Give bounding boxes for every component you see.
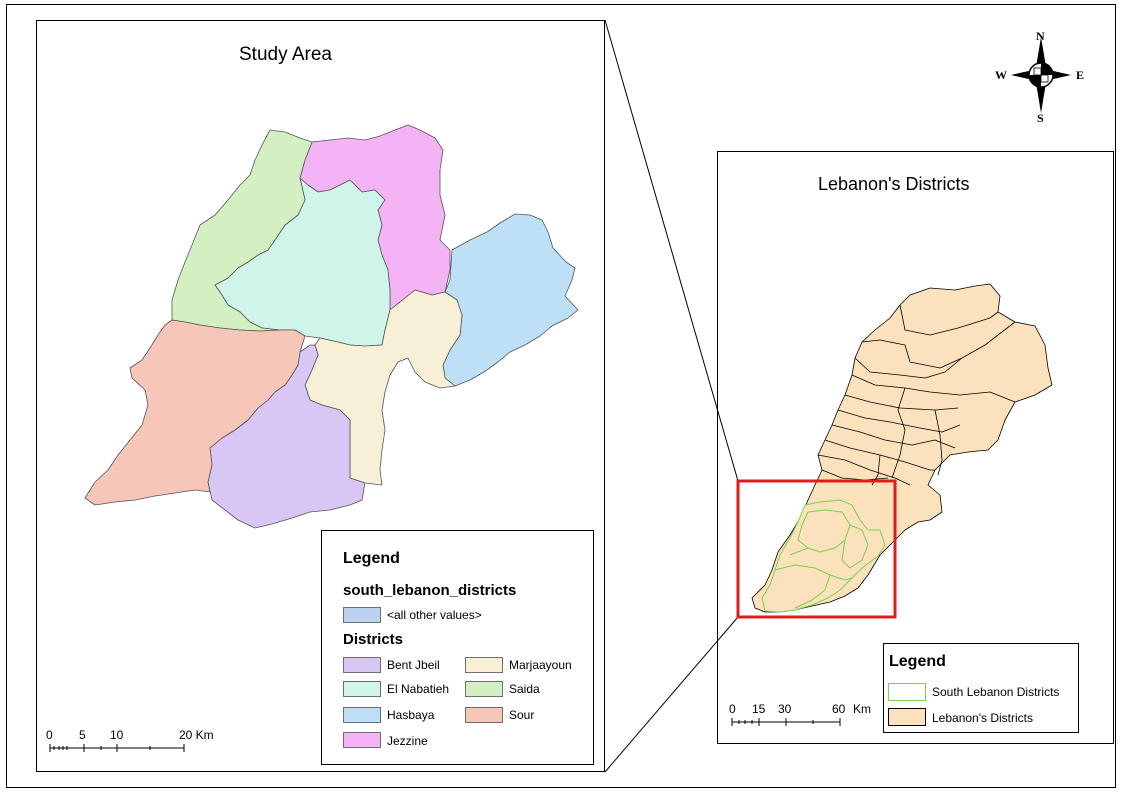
compass-n: N — [1036, 29, 1045, 43]
district-sour — [84, 319, 306, 506]
lebanon-scale-0: 0 — [729, 702, 736, 716]
swatch-sour — [465, 707, 503, 723]
study-legend-layer: south_lebanon_districts — [343, 582, 517, 599]
label-saida: Saida — [509, 682, 540, 696]
connector-line-bottom — [604, 616, 739, 773]
swatch-marjaayoun — [465, 657, 503, 673]
study-legend-title: Legend — [343, 550, 400, 567]
lebanon-district-lines — [817, 304, 1016, 486]
label-south-lebanon-districts: South Lebanon Districts — [932, 685, 1060, 699]
study-area-title: Study Area — [239, 44, 332, 65]
study-legend-field: Districts — [343, 631, 404, 648]
label-marjaayoun: Marjaayoun — [509, 658, 572, 672]
label-sour: Sour — [509, 708, 535, 722]
swatch-other-values — [343, 607, 381, 623]
compass-w: W — [995, 68, 1007, 82]
swatch-el-nabatieh — [343, 681, 381, 697]
swatch-hasbaya — [343, 707, 381, 723]
study-area-legend: Legend south_lebanon_districts <all othe… — [321, 530, 594, 765]
lebanon-title: Lebanon's Districts — [818, 174, 970, 194]
lebanon-frame — [717, 151, 1114, 744]
study-area-frame — [36, 20, 605, 772]
connector-line-top — [604, 19, 739, 482]
swatch-lebanons-districts — [888, 708, 926, 726]
lebanon-legend-title: Legend — [889, 653, 946, 670]
label-bent-jbeil: Bent Jbeil — [387, 658, 440, 672]
study-scale-10: 10 — [110, 728, 124, 742]
label-el-nabatieh: El Nabatieh — [387, 682, 450, 696]
lebanon-scale-unit: Km — [853, 702, 871, 716]
compass-e: E — [1076, 68, 1085, 82]
study-scale-20: 20 Km — [179, 728, 214, 742]
label-lebanons-districts: Lebanon's Districts — [932, 711, 1034, 725]
lebanon-scale-bar — [731, 718, 841, 726]
label-other-values: <all other values> — [387, 608, 482, 622]
lebanon-scale-15: 15 — [752, 702, 766, 716]
page-border — [6, 4, 1116, 788]
study-scale-5: 5 — [79, 728, 86, 742]
study-scale-bar — [49, 744, 185, 752]
swatch-saida — [465, 681, 503, 697]
lebanon-legend: Legend South Lebanon Districts Lebanon's… — [883, 643, 1079, 733]
study-scale-0: 0 — [46, 728, 53, 742]
south-lebanon-districts — [761, 499, 886, 613]
lebanon-scale-60: 60 — [832, 702, 846, 716]
label-hasbaya: Hasbaya — [387, 708, 435, 722]
label-jezzine: Jezzine — [387, 734, 428, 748]
study-area-highlight-box — [736, 479, 897, 619]
compass-rose-icon — [1011, 37, 1071, 113]
district-hasbaya — [442, 213, 579, 387]
lebanon-scale-30: 30 — [778, 702, 792, 716]
compass-s: S — [1037, 111, 1044, 125]
swatch-south-lebanon-districts — [888, 683, 926, 701]
swatch-bent-jbeil — [343, 657, 381, 673]
swatch-jezzine — [343, 732, 381, 748]
district-saida — [171, 129, 313, 332]
